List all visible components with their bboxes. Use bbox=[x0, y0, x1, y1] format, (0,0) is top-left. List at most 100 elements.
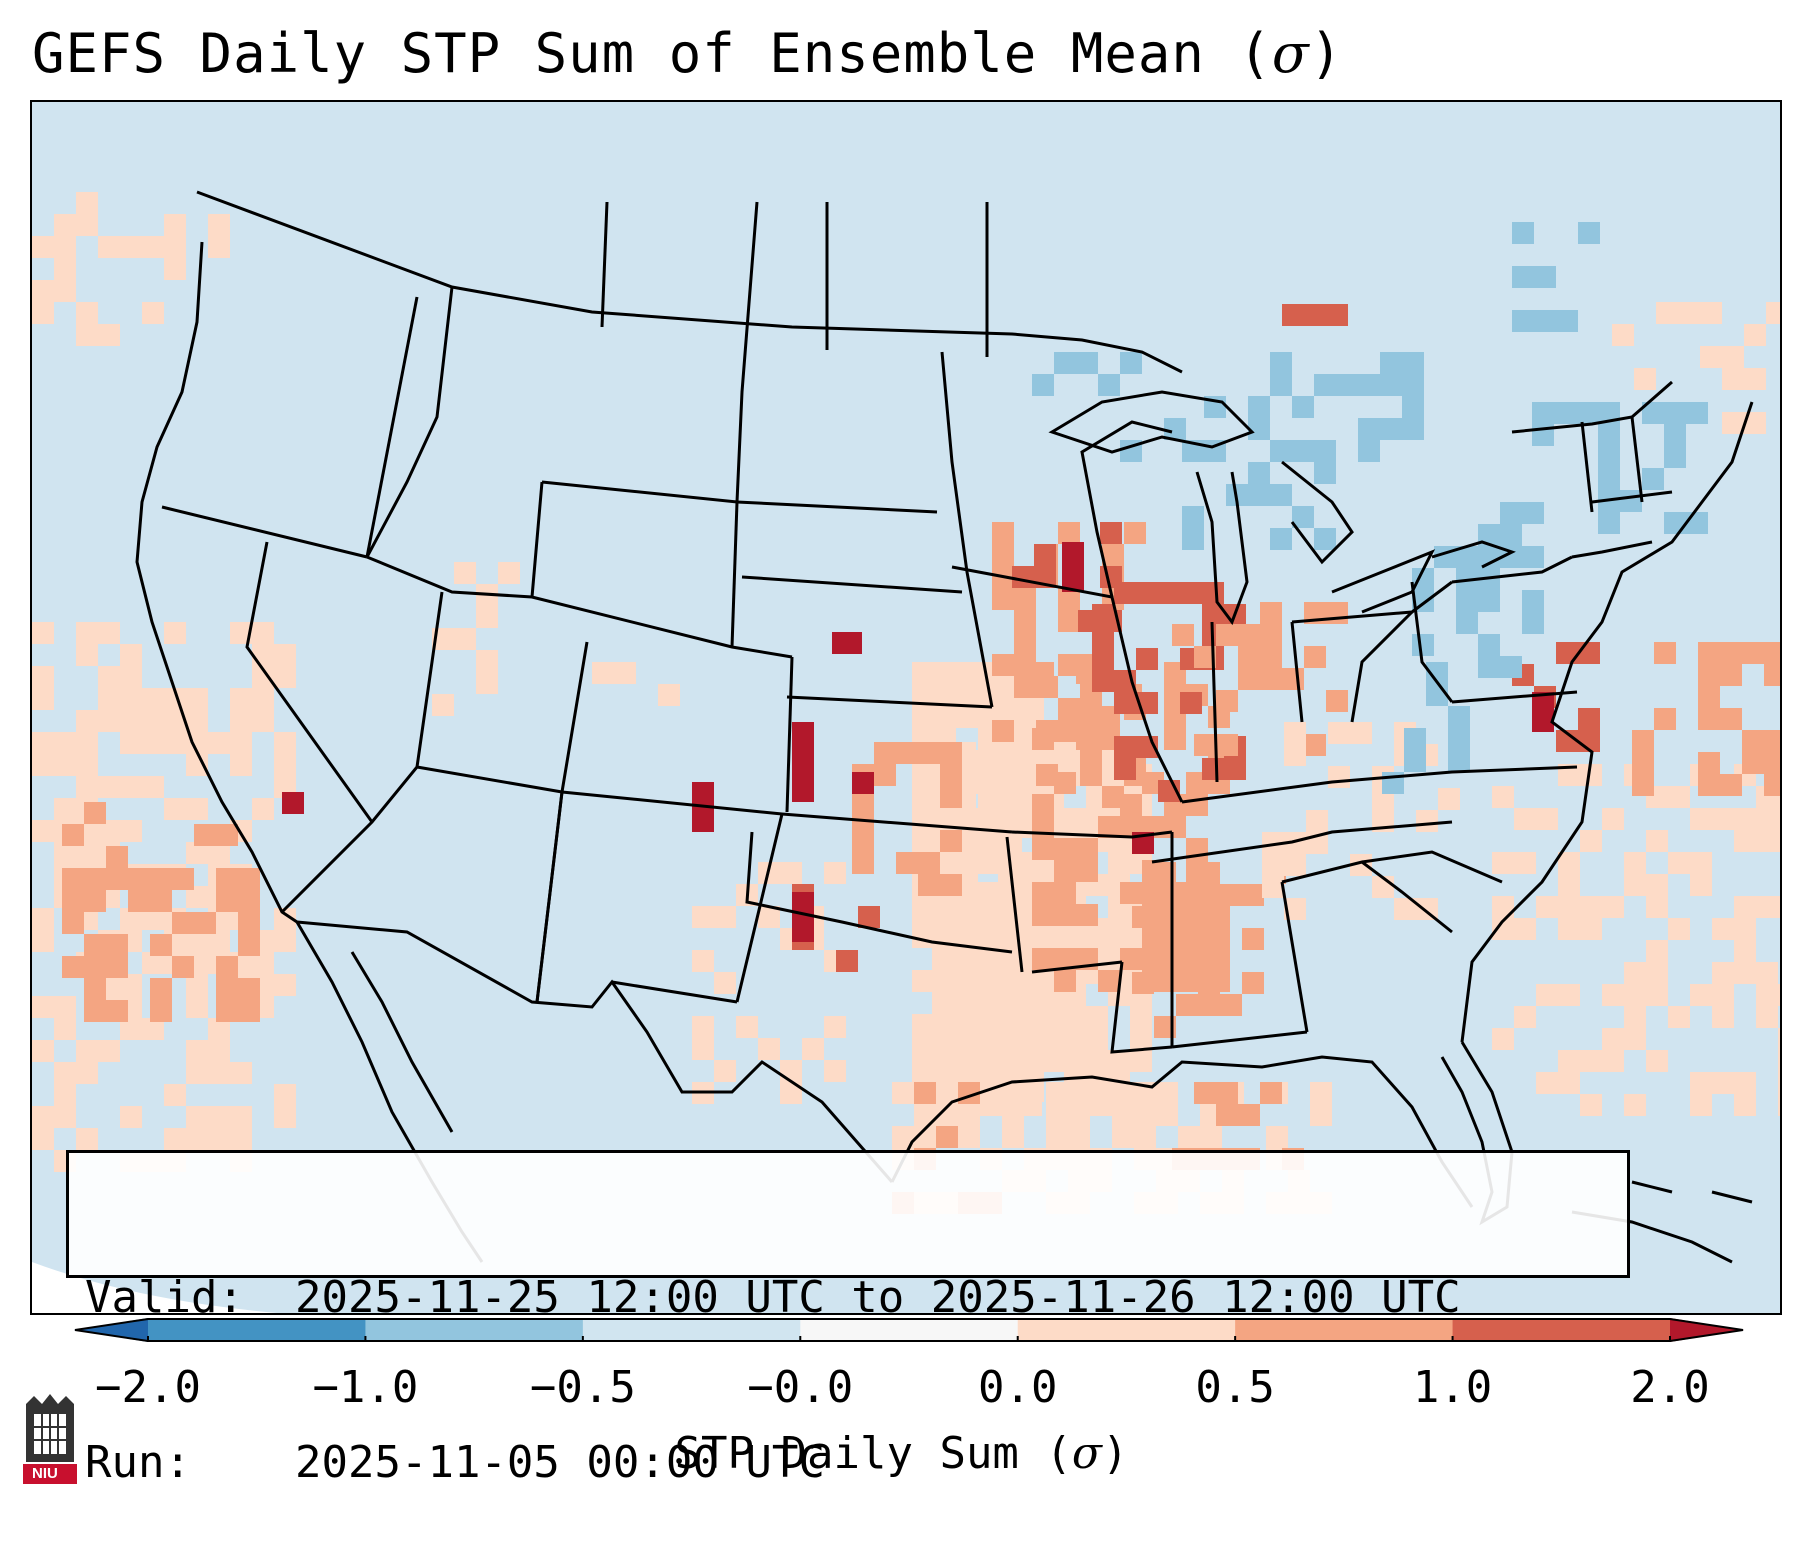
grid-cell bbox=[1220, 994, 1242, 1016]
colorbar-tick-label: 2.0 bbox=[1630, 1362, 1710, 1413]
grid-cell bbox=[1558, 984, 1580, 1006]
grid-cell bbox=[1216, 734, 1238, 756]
grid-cell bbox=[98, 710, 120, 732]
grid-cell bbox=[120, 908, 142, 930]
grid-cell bbox=[1260, 1082, 1282, 1104]
grid-cell bbox=[874, 742, 896, 764]
grid-cell bbox=[1326, 304, 1348, 326]
grid-cell bbox=[1558, 764, 1580, 786]
grid-cell bbox=[954, 1006, 976, 1028]
grid-cell bbox=[230, 754, 252, 776]
grid-cell bbox=[896, 852, 918, 874]
grid-cell bbox=[1304, 304, 1326, 326]
grid-cell bbox=[1102, 786, 1124, 808]
grid-cell bbox=[940, 764, 962, 786]
grid-cell bbox=[1514, 808, 1536, 830]
grid-cell bbox=[912, 794, 934, 816]
grid-cell bbox=[934, 662, 956, 684]
grid-cell bbox=[780, 1082, 802, 1104]
grid-cell bbox=[1478, 524, 1500, 546]
grid-cell bbox=[1350, 722, 1372, 744]
grid-cell bbox=[976, 764, 998, 786]
grid-cell bbox=[172, 956, 194, 978]
grid-cell bbox=[1624, 1028, 1646, 1050]
grid-cell bbox=[1282, 304, 1304, 326]
grid-cell bbox=[1778, 786, 1780, 808]
grid-cell bbox=[208, 236, 230, 258]
grid-cell bbox=[1578, 642, 1600, 664]
grid-cell bbox=[238, 912, 260, 934]
grid-cell bbox=[230, 688, 252, 710]
grid-cell bbox=[976, 918, 998, 940]
grid-cell bbox=[1014, 676, 1036, 698]
grid-cell bbox=[1014, 588, 1036, 610]
grid-cell bbox=[1176, 884, 1198, 906]
grid-cell bbox=[1012, 566, 1034, 588]
grid-cell bbox=[1478, 656, 1500, 678]
grid-cell bbox=[120, 776, 142, 798]
grid-cell bbox=[32, 280, 54, 302]
grid-cell bbox=[1558, 918, 1580, 940]
grid-cell bbox=[1578, 708, 1600, 730]
grid-cell bbox=[76, 842, 98, 864]
colorbar-tick-label: −2.0 bbox=[95, 1362, 201, 1413]
grid-cell bbox=[956, 706, 978, 728]
grid-cell bbox=[1292, 440, 1314, 462]
grid-cell bbox=[1448, 728, 1470, 750]
grid-cell bbox=[1602, 896, 1624, 918]
grid-cell bbox=[1176, 950, 1198, 972]
grid-cell bbox=[252, 622, 274, 644]
grid-cell bbox=[1216, 624, 1238, 646]
grid-cell bbox=[692, 950, 714, 972]
grid-cell bbox=[142, 236, 164, 258]
grid-cell bbox=[1764, 752, 1780, 774]
grid-cell bbox=[120, 710, 142, 732]
grid-cell bbox=[852, 830, 874, 852]
grid-cell bbox=[1492, 896, 1514, 918]
grid-cell bbox=[976, 1006, 998, 1028]
grid-cell bbox=[936, 1126, 958, 1148]
grid-cell bbox=[274, 666, 296, 688]
grid-cell bbox=[1284, 744, 1306, 766]
grid-cell bbox=[1624, 874, 1646, 896]
grid-cell bbox=[1178, 1126, 1200, 1148]
grid-cell bbox=[1766, 302, 1780, 324]
grid-cell bbox=[106, 868, 128, 890]
grid-cell bbox=[186, 996, 208, 1018]
grid-cell bbox=[208, 1062, 230, 1084]
grid-cell bbox=[1068, 1126, 1090, 1148]
grid-cell bbox=[1242, 884, 1264, 906]
grid-cell bbox=[1646, 874, 1668, 896]
grid-cell bbox=[714, 972, 736, 994]
grid-cell bbox=[912, 772, 934, 794]
grid-cell bbox=[1712, 1006, 1734, 1028]
grid-cell bbox=[912, 706, 934, 728]
grid-cell bbox=[1032, 794, 1054, 816]
grid-cell bbox=[1208, 948, 1230, 970]
grid-cell bbox=[476, 672, 498, 694]
grid-cell bbox=[1076, 838, 1098, 860]
grid-cell bbox=[186, 842, 208, 864]
grid-cell bbox=[1036, 764, 1058, 786]
grid-cell bbox=[852, 852, 874, 874]
grid-cell bbox=[1668, 786, 1690, 808]
grid-cell bbox=[932, 984, 954, 1006]
grid-cell bbox=[1020, 1072, 1042, 1094]
grid-cell bbox=[1164, 970, 1186, 992]
grid-cell bbox=[98, 1040, 120, 1062]
grid-cell bbox=[194, 824, 216, 846]
grid-cell bbox=[1310, 1104, 1332, 1126]
grid-cell bbox=[1536, 984, 1558, 1006]
grid-cell bbox=[1402, 352, 1424, 374]
grid-cell bbox=[1734, 830, 1756, 852]
grid-cell bbox=[1202, 604, 1224, 626]
grid-cell bbox=[252, 644, 274, 666]
grid-cell bbox=[1208, 926, 1230, 948]
grid-cell bbox=[1054, 948, 1076, 970]
grid-cell bbox=[1142, 948, 1164, 970]
grid-cell bbox=[1632, 774, 1654, 796]
grid-cell bbox=[186, 798, 208, 820]
grid-cell bbox=[936, 1104, 958, 1126]
grid-cell bbox=[1238, 624, 1260, 646]
grid-cell bbox=[1108, 852, 1130, 874]
